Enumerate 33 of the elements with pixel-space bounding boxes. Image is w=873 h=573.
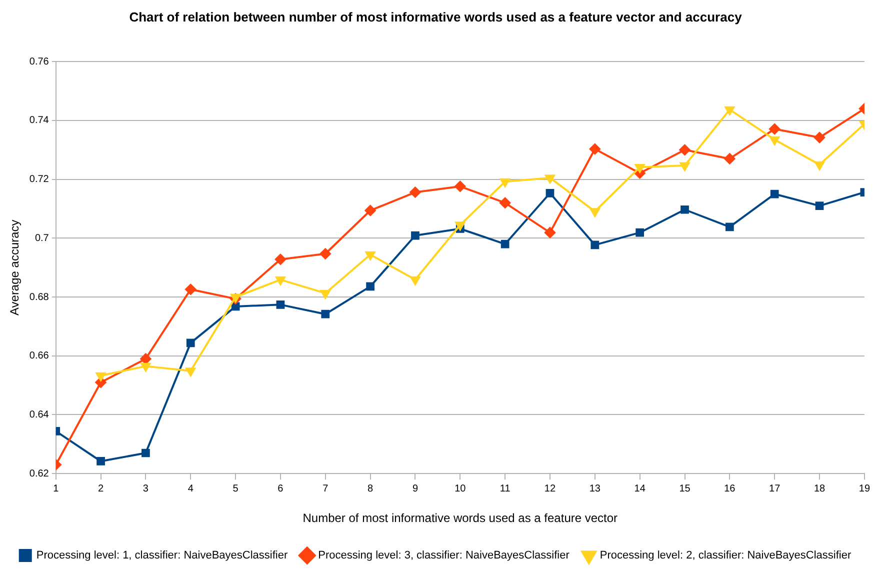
x-tick-label: 16: [724, 483, 736, 494]
x-axis-title: Number of most informative words used as a feature vector: [302, 511, 618, 526]
x-tick-label: 2: [98, 483, 104, 494]
y-tick-label: 0.76: [29, 56, 50, 68]
y-tick-label: 0.74: [29, 115, 50, 126]
x-tick-label: 18: [814, 483, 826, 494]
y-axis-title: Average accuracy: [8, 220, 22, 316]
x-tick-label: 7: [322, 483, 329, 494]
y-tick-label: 0.7: [34, 232, 50, 244]
x-tick-label: 11: [500, 483, 511, 494]
x-tick-label: 5: [232, 483, 239, 494]
y-tick-label: 0.72: [29, 174, 50, 186]
x-tick-label: 17: [769, 483, 781, 494]
y-tick-label: 0.64: [29, 409, 50, 420]
x-tick-label: 4: [188, 483, 194, 494]
y-tick-label: 0.62: [29, 468, 50, 480]
legend-label: Processing level: 3, classifier: NaiveBayesClassifier: [318, 550, 570, 562]
x-tick-label: 15: [679, 483, 691, 494]
chart-title: Chart of relation between number of most informative words used as a feature vector and accuracy: [129, 9, 743, 24]
x-tick-label: 8: [368, 483, 374, 494]
x-tick-label: 13: [589, 483, 601, 494]
x-tick-label: 1: [53, 483, 60, 494]
x-tick-label: 12: [544, 483, 556, 494]
x-tick-label: 6: [278, 483, 284, 494]
x-tick-label: 19: [858, 483, 870, 494]
x-tick-label: 14: [634, 483, 646, 494]
x-tick-label: 10: [454, 483, 466, 494]
y-tick-label: 0.66: [29, 350, 50, 362]
legend-label: Processing level: 1, classifier: NaiveBayesClassifier: [36, 550, 288, 562]
x-tick-label: 9: [412, 483, 418, 494]
y-tick-label: 0.68: [29, 292, 50, 303]
legend-label: Processing level: 2, classifier: NaiveBayesClassifier: [600, 550, 852, 562]
x-tick-label: 3: [142, 483, 149, 494]
